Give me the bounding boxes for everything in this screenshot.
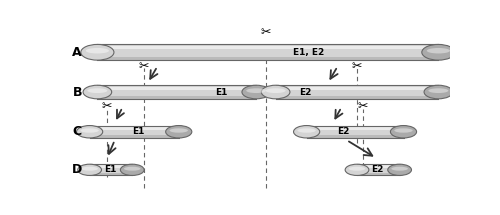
- Ellipse shape: [392, 167, 408, 171]
- Ellipse shape: [345, 164, 369, 175]
- Ellipse shape: [242, 85, 270, 99]
- Ellipse shape: [88, 88, 108, 93]
- Text: ✂: ✂: [138, 60, 149, 73]
- Ellipse shape: [86, 48, 109, 54]
- Ellipse shape: [348, 167, 366, 171]
- Bar: [306, 127, 404, 129]
- Ellipse shape: [78, 164, 102, 175]
- Bar: [98, 45, 438, 60]
- Ellipse shape: [80, 128, 99, 133]
- Bar: [90, 126, 179, 138]
- Text: C: C: [72, 125, 82, 138]
- Bar: [98, 46, 438, 49]
- Ellipse shape: [427, 48, 450, 54]
- Text: E2: E2: [372, 165, 384, 174]
- Text: E1: E1: [104, 165, 117, 174]
- Bar: [276, 85, 438, 99]
- Text: E1, E2: E1, E2: [293, 48, 324, 57]
- Ellipse shape: [294, 126, 320, 138]
- Bar: [98, 57, 438, 60]
- Bar: [306, 135, 404, 138]
- Ellipse shape: [82, 167, 98, 171]
- Text: E2: E2: [337, 127, 349, 136]
- Ellipse shape: [83, 85, 112, 99]
- Bar: [90, 173, 132, 175]
- Ellipse shape: [298, 128, 316, 133]
- Bar: [276, 96, 438, 99]
- Bar: [306, 126, 404, 138]
- Text: B: B: [72, 86, 82, 98]
- Text: ✂: ✂: [102, 100, 113, 114]
- Text: A: A: [72, 46, 82, 59]
- Ellipse shape: [246, 88, 266, 93]
- Bar: [276, 87, 438, 90]
- Ellipse shape: [76, 126, 102, 138]
- Ellipse shape: [170, 128, 188, 133]
- Ellipse shape: [266, 88, 285, 93]
- Ellipse shape: [394, 128, 412, 133]
- Ellipse shape: [424, 85, 452, 99]
- Text: ✂: ✂: [352, 60, 362, 73]
- Ellipse shape: [166, 126, 192, 138]
- Ellipse shape: [124, 167, 140, 171]
- Bar: [90, 164, 132, 175]
- Bar: [90, 165, 132, 168]
- Text: E2: E2: [298, 88, 311, 97]
- Bar: [90, 127, 179, 129]
- Ellipse shape: [422, 45, 455, 60]
- Ellipse shape: [388, 164, 411, 175]
- Text: ✂: ✂: [260, 26, 271, 39]
- Ellipse shape: [120, 164, 144, 175]
- Text: E1: E1: [132, 127, 145, 136]
- Bar: [90, 135, 179, 138]
- Bar: [98, 96, 256, 99]
- Bar: [357, 173, 400, 175]
- Ellipse shape: [262, 85, 290, 99]
- Text: ✂: ✂: [358, 100, 368, 114]
- Ellipse shape: [428, 88, 448, 93]
- Bar: [357, 165, 400, 168]
- Ellipse shape: [390, 126, 416, 138]
- Ellipse shape: [81, 45, 114, 60]
- Text: D: D: [72, 163, 83, 176]
- Bar: [98, 87, 256, 90]
- Bar: [357, 164, 400, 175]
- Bar: [98, 85, 256, 99]
- Text: E1: E1: [215, 88, 228, 97]
